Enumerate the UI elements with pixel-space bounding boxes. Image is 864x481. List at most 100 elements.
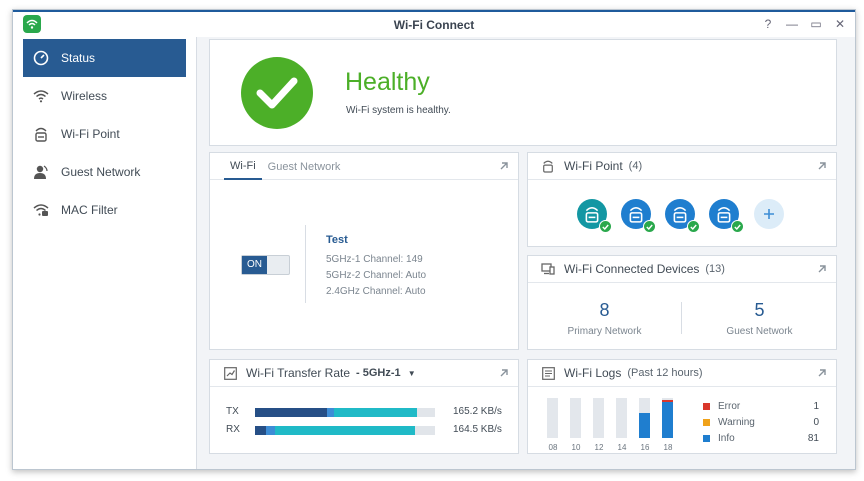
channel-row-5ghz-2: 5GHz-2 Channel: Auto [326,270,427,281]
online-check-icon [687,220,700,233]
rate-segment [327,408,334,417]
wifi-point-node[interactable] [577,199,612,233]
help-button[interactable]: ? [764,17,772,31]
tx-rate-bar [255,408,435,417]
wifi-connect-window: Wi-Fi Connect ? — ▭ ✕ Status Wireless Wi… [12,9,856,470]
expand-icon[interactable] [816,160,828,172]
legend-warning: Warning 0 [703,415,819,429]
connected-devices-count: (13) [705,263,725,275]
wifi-point-node[interactable] [665,199,700,233]
online-check-icon [643,220,656,233]
health-card: Healthy Wi-Fi system is healthy. [209,39,837,146]
sidebar-item-guest-network[interactable]: Guest Network [23,153,186,191]
wifi-point-title: Wi-Fi Point [564,159,623,173]
window-title: Wi-Fi Connect [393,17,475,32]
devices-icon [540,261,556,277]
divider [305,225,306,303]
chart-icon [222,365,238,381]
warning-count: 0 [813,416,819,428]
rx-rate-bar [255,426,435,435]
guest-network-label: Guest Network [726,326,793,337]
connected-devices-header: Wi-Fi Connected Devices (13) [528,256,836,283]
sidebar-item-mac-filter[interactable]: MAC Filter [23,191,186,229]
router-icon [673,207,687,223]
wifi-app-icon [23,15,41,33]
router-icon [31,124,51,144]
sidebar-item-wifi-point[interactable]: Wi-Fi Point [23,115,186,153]
expand-icon[interactable] [816,367,828,379]
expand-icon[interactable] [498,367,510,379]
primary-network-count: 8 [599,300,610,320]
sidebar-item-label: Wireless [61,89,108,103]
expand-icon[interactable] [816,263,828,275]
rx-label: RX [226,424,240,435]
sidebar-item-status[interactable]: Status [23,39,186,77]
maximize-button[interactable]: ▭ [810,17,822,31]
log-list-icon [540,365,556,381]
log-bar [616,398,627,438]
error-count: 1 [813,400,819,412]
log-hour-label: 12 [594,443,604,452]
close-button[interactable]: ✕ [834,17,846,31]
rx-value: 164.5 KB/s [453,424,502,435]
toggle-on-label: ON [242,256,267,274]
log-bar [639,398,650,438]
wifi-point-node[interactable] [621,199,656,233]
wifi-point-node[interactable] [709,199,744,233]
legend-error: Error 1 [703,399,819,413]
title-bar: Wi-Fi Connect ? — ▭ ✕ [13,10,855,37]
tab-wifi[interactable]: Wi-Fi [224,153,262,180]
legend-info: Info 81 [703,431,819,445]
wifi-logs-range: (Past 12 hours) [627,367,703,379]
wifi-tabs: Wi-Fi Guest Network [210,153,518,180]
rate-segment [275,426,415,435]
tab-guest-network[interactable]: Guest Network [267,160,341,173]
transfer-rate-card: Wi-Fi Transfer Rate - 5GHz-1 ▼ TX 165.2 … [209,359,519,454]
guest-user-icon [31,162,51,182]
add-wifi-point-button[interactable] [754,199,784,229]
sidebar-item-label: Guest Network [61,165,141,179]
health-message: Wi-Fi system is healthy. [346,105,451,116]
log-bar [662,398,673,438]
rate-segment [334,408,417,417]
status-gauge-icon [31,48,51,68]
sidebar: Status Wireless Wi-Fi Point Guest Networ… [13,37,197,469]
plus-icon [764,209,774,219]
log-hour-label: 08 [548,443,558,452]
tx-label: TX [226,406,239,417]
filter-wifi-icon [31,200,51,220]
rate-segment [255,408,327,417]
logs-bar-chart: 08 10 12 14 16 18 [542,396,692,452]
connected-devices-card: Wi-Fi Connected Devices (13) 8 Primary N… [527,255,837,350]
band-selector[interactable]: - 5GHz-1 ▼ [356,367,416,379]
router-icon [540,158,556,174]
log-bar [593,398,604,438]
info-count: 81 [807,432,819,444]
log-info-fill [639,413,650,438]
wifi-logs-card: Wi-Fi Logs (Past 12 hours) 08 10 12 14 16 18 … [527,359,837,454]
warning-swatch [703,418,710,426]
log-bar [547,398,558,438]
sidebar-item-label: Wi-Fi Point [61,127,120,141]
router-icon [629,207,643,223]
router-icon [585,207,599,223]
ssid-name: Test [326,234,348,246]
log-hour-label: 18 [663,443,673,452]
wifi-icon [31,86,51,106]
log-hour-label: 14 [617,443,627,452]
sidebar-item-label: Status [61,51,96,65]
transfer-rate-title: Wi-Fi Transfer Rate [246,366,351,380]
minimize-button[interactable]: — [786,17,798,31]
info-swatch [703,434,710,442]
wifi-toggle[interactable]: ON [241,255,290,275]
router-icon [717,207,731,223]
caret-down-icon: ▼ [407,369,416,378]
healthy-check-icon [241,57,313,129]
guest-network-count: 5 [754,300,765,320]
channel-row-5ghz-1: 5GHz-1 Channel: 149 [326,254,423,265]
wifi-logs-title: Wi-Fi Logs [564,366,622,380]
expand-icon[interactable] [498,160,510,172]
connected-devices-title: Wi-Fi Connected Devices [564,262,700,276]
wifi-point-count: (4) [628,160,643,172]
sidebar-item-wireless[interactable]: Wireless [23,77,186,115]
